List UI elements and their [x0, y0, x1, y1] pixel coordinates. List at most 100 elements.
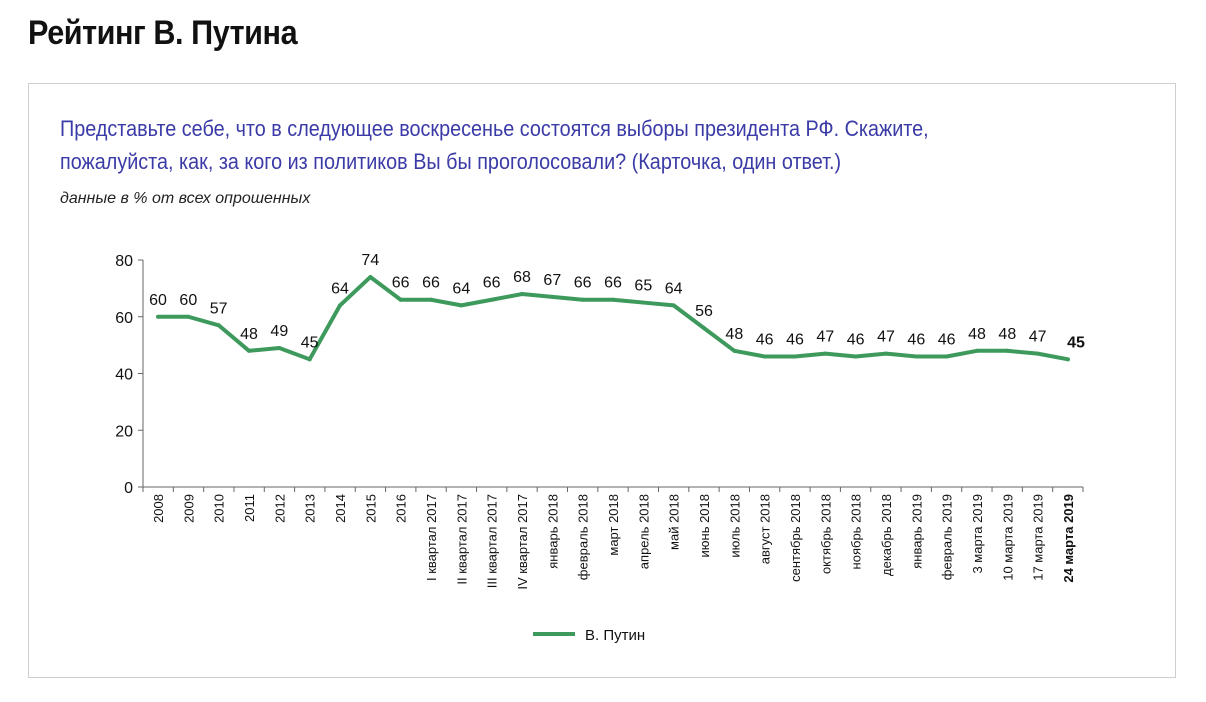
data-point	[702, 326, 706, 331]
y-tick-label: 20	[115, 423, 133, 440]
data-label: 48	[998, 326, 1016, 343]
data-point	[975, 348, 979, 353]
x-tick-label: 2013	[303, 494, 318, 523]
data-point	[550, 294, 555, 299]
x-tick-label: 2010	[212, 494, 227, 523]
x-tick-label: апрель 2018	[636, 494, 651, 569]
x-tick-label: январь 2018	[545, 494, 560, 569]
y-tick-label: 0	[124, 480, 133, 497]
data-label: 67	[543, 272, 561, 289]
data-point	[489, 297, 494, 302]
data-label: 47	[816, 329, 834, 346]
x-tick-label: ноябрь 2018	[849, 494, 864, 569]
data-point	[1035, 351, 1040, 356]
data-label: 56	[695, 303, 713, 320]
data-point	[580, 297, 585, 302]
data-label: 46	[756, 331, 774, 348]
data-label: 66	[392, 275, 410, 292]
question-line-1: Представьте себе, что в следующее воскре…	[60, 116, 929, 141]
x-tick-label: IV квартал 2017	[515, 494, 530, 590]
data-point	[368, 275, 373, 280]
data-point	[793, 354, 797, 359]
data-point	[398, 297, 403, 302]
data-label: 45	[1067, 334, 1085, 351]
x-tick-label: 2008	[151, 494, 166, 523]
data-label: 64	[452, 280, 470, 297]
x-tick-label: 17 марта 2019	[1031, 494, 1046, 581]
data-point	[520, 292, 524, 297]
x-tick-label: 2011	[242, 494, 257, 522]
data-label: 74	[361, 252, 379, 269]
data-point	[186, 314, 191, 319]
data-point	[823, 351, 828, 356]
data-point	[641, 300, 646, 305]
data-label: 46	[786, 331, 804, 348]
data-point	[307, 357, 312, 362]
data-point	[944, 354, 949, 359]
x-tick-label: февраль 2018	[576, 494, 591, 580]
y-tick-label: 40	[115, 367, 133, 384]
data-point	[156, 314, 160, 319]
data-point	[914, 354, 919, 359]
data-point	[216, 323, 221, 328]
data-label: 48	[725, 326, 743, 343]
data-label: 49	[270, 323, 288, 340]
x-tick-label: сентябрь 2018	[788, 494, 803, 582]
data-point	[853, 354, 858, 359]
data-label: 66	[574, 275, 592, 292]
data-point	[1005, 348, 1010, 353]
x-tick-label: 2014	[333, 494, 348, 523]
data-label: 45	[301, 334, 319, 351]
x-tick-label: 2016	[394, 494, 409, 523]
question-line-2: пожалуйста, как, за кого из политиков Вы…	[60, 149, 842, 174]
data-label: 57	[210, 300, 228, 317]
data-point	[732, 348, 737, 353]
x-tick-label: 2009	[181, 494, 196, 523]
x-tick-label: март 2018	[606, 494, 621, 556]
data-label: 66	[422, 275, 440, 292]
x-tick-label: II квартал 2017	[454, 494, 469, 585]
chart-subtitle: данные в % от всех опрошенных	[60, 190, 311, 207]
x-tick-label: июль 2018	[727, 494, 742, 558]
x-tick-label: август 2018	[758, 494, 773, 564]
data-point	[459, 303, 464, 308]
x-tick-label: январь 2019	[909, 494, 924, 569]
data-label: 47	[1029, 329, 1047, 346]
x-tick-label: III квартал 2017	[485, 494, 500, 588]
data-point	[247, 348, 251, 353]
data-point	[671, 303, 676, 308]
x-tick-label: октябрь 2018	[818, 494, 833, 574]
data-label: 46	[907, 331, 925, 348]
data-point	[611, 297, 615, 302]
data-point	[277, 345, 282, 350]
data-point	[338, 303, 342, 308]
x-tick-label: 24 марта 2019	[1061, 494, 1076, 583]
x-tick-label: 2012	[272, 494, 287, 523]
x-tick-label: май 2018	[667, 494, 682, 550]
data-label: 64	[331, 280, 349, 297]
data-label: 65	[634, 278, 652, 295]
data-label: 64	[665, 280, 683, 297]
data-label: 60	[179, 292, 197, 309]
x-tick-label: июнь 2018	[697, 494, 712, 558]
data-point	[884, 351, 888, 356]
x-tick-label: декабрь 2018	[879, 494, 894, 576]
x-tick-label: 3 марта 2019	[970, 494, 985, 574]
data-label: 68	[513, 269, 531, 286]
data-label: 46	[847, 331, 865, 348]
data-label: 46	[938, 331, 956, 348]
y-tick-label: 60	[115, 310, 133, 327]
data-label: 60	[149, 292, 167, 309]
x-tick-label: февраль 2019	[940, 494, 955, 580]
y-tick-label: 80	[115, 253, 133, 270]
data-label: 47	[877, 329, 895, 346]
x-tick-label: 2015	[363, 494, 378, 523]
x-tick-label: I квартал 2017	[424, 494, 439, 581]
data-point	[429, 297, 433, 302]
data-label: 48	[240, 326, 258, 343]
page-title: Рейтинг В. Путина	[28, 14, 298, 52]
data-label: 66	[604, 275, 622, 292]
data-point	[1066, 357, 1070, 362]
data-label: 48	[968, 326, 986, 343]
